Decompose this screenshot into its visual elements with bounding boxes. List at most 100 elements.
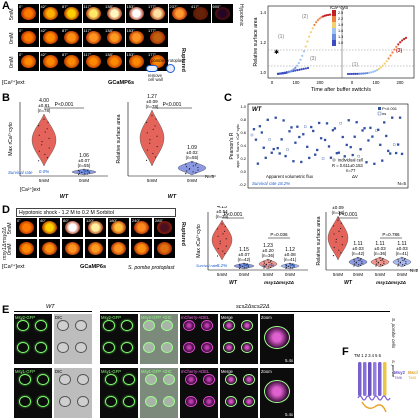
y-tick-label: 1.0 xyxy=(260,70,266,75)
legend-remove: remove xyxy=(148,73,162,78)
violin-point xyxy=(383,262,385,265)
timelapse-time: 0" xyxy=(17,218,21,223)
group-n: (n=78) xyxy=(146,104,159,109)
violin-point xyxy=(287,265,289,268)
x-tick-label: 100 xyxy=(373,80,381,85)
violin-point xyxy=(78,170,80,173)
scatter-point xyxy=(347,119,350,122)
violin-point xyxy=(375,265,377,267)
panelD-right-svg: Relative surface area1.27±0.09(n=34)5mM1… xyxy=(316,200,419,286)
data-point xyxy=(309,31,313,34)
scatter-point xyxy=(302,133,305,136)
data-point xyxy=(320,16,323,19)
violin-point xyxy=(154,125,156,127)
microscopy-image: Msy2-GFP xyxy=(100,314,138,364)
panelA-row-label: 0mM xyxy=(9,56,15,68)
violin-point xyxy=(243,263,245,265)
scatter-point xyxy=(349,145,352,149)
violin-point xyxy=(291,264,293,266)
tm-helix xyxy=(368,362,372,396)
violin-point xyxy=(380,259,382,262)
group-condition: 0mM xyxy=(285,272,295,277)
violin-point xyxy=(358,259,360,262)
cell-outline xyxy=(201,320,213,331)
panel-letter-f: F xyxy=(342,346,349,358)
data-point xyxy=(364,72,367,75)
cell-fluorescence xyxy=(85,31,101,44)
scatter-point xyxy=(373,162,376,166)
violin-point xyxy=(149,139,151,141)
scatter-point xyxy=(389,152,392,155)
group-condition: 5mM xyxy=(375,272,385,277)
scatter-point xyxy=(379,143,382,147)
violin-point xyxy=(285,266,288,268)
timelapse-time: 153" xyxy=(126,52,135,57)
cell-outline xyxy=(75,342,87,353)
strain-label: WT xyxy=(168,194,177,200)
violin-point xyxy=(195,172,197,174)
protoplast-shape-icon xyxy=(166,64,175,73)
panelA-ext-label: [Ca²⁺]ext xyxy=(2,80,25,86)
group-value: 1.27 xyxy=(147,94,157,100)
legend-swatch-ns xyxy=(377,111,382,116)
microscopy-label: Merge xyxy=(221,315,233,320)
panelD-ruptured-label: Ruptured xyxy=(180,222,186,246)
violin-point xyxy=(404,258,406,260)
y-tick-label: 1.4 xyxy=(260,10,266,15)
microscopy-label: DIC xyxy=(55,315,63,320)
violin-point xyxy=(222,250,224,252)
violin-point xyxy=(332,255,335,257)
violin-point xyxy=(47,121,49,123)
cell-fluorescence xyxy=(21,55,36,68)
violin-point xyxy=(333,246,335,249)
scatter-point xyxy=(258,125,262,128)
data-point xyxy=(304,67,307,70)
violin-point xyxy=(380,264,382,266)
y-axis-label: Max rCa²⁺cyto xyxy=(8,122,14,156)
group-value: 1.23 xyxy=(263,243,273,249)
scatter-point xyxy=(323,138,327,142)
panelB-right-chart: Relative surface area 1.27 ±0.09 (n=78) 5mM 1… xyxy=(114,94,220,200)
violin-point xyxy=(87,169,89,171)
timelapse-frame: 138" xyxy=(104,28,125,47)
violin-point xyxy=(375,258,377,260)
group-sd: ±0.09 xyxy=(146,99,158,104)
data-point xyxy=(313,23,316,27)
timelapse-frame: 285" xyxy=(154,218,175,237)
panelA-row-label: 0mM xyxy=(9,32,15,44)
scatter-point xyxy=(325,122,329,125)
legend-msy2-sub: TM6 xyxy=(394,375,403,380)
cell-outline xyxy=(225,396,237,407)
panelA-plot: (1) (2) (3) (1) (3) ✱ rCa²⁺cyto 2.5 2.2 1.9 1.6 1.3… xyxy=(252,2,420,94)
cell-outline xyxy=(35,342,47,353)
data-point xyxy=(356,72,359,75)
scatter-point xyxy=(294,141,297,144)
violin-point xyxy=(397,265,399,267)
group-survival: 8.2% xyxy=(217,263,227,268)
data-point xyxy=(304,45,307,48)
group-sd: ±0.07 xyxy=(238,252,250,257)
violin-point xyxy=(355,262,357,264)
violin-point xyxy=(399,262,401,264)
cell-fluorescence xyxy=(42,242,57,255)
y-axis-label: Relative surface area xyxy=(253,17,259,66)
violin-point xyxy=(403,264,406,266)
group-n: (n=55) xyxy=(186,155,199,160)
violin-point xyxy=(146,159,148,161)
cell-fluorescence xyxy=(171,7,187,20)
zoom-factor: 5.4x xyxy=(285,358,293,363)
cell-fluorescence xyxy=(65,221,80,234)
cell-fluorescence xyxy=(150,31,165,44)
y-tick-label: 0.2 xyxy=(240,156,246,161)
group-n: (n=42) xyxy=(352,251,365,256)
p-value: P<0.001 xyxy=(339,212,358,218)
microscopy-label: mCherry-ADEL xyxy=(181,315,210,320)
violin-point xyxy=(185,173,187,175)
timelapse-frame xyxy=(39,239,60,258)
cell-outline xyxy=(161,342,173,353)
data-point xyxy=(290,69,293,72)
cell-fluorescence xyxy=(42,31,58,44)
plot-frame xyxy=(247,103,409,189)
group-value: 1.12 xyxy=(285,247,295,253)
legend-sig: P<0.001 xyxy=(382,106,398,111)
